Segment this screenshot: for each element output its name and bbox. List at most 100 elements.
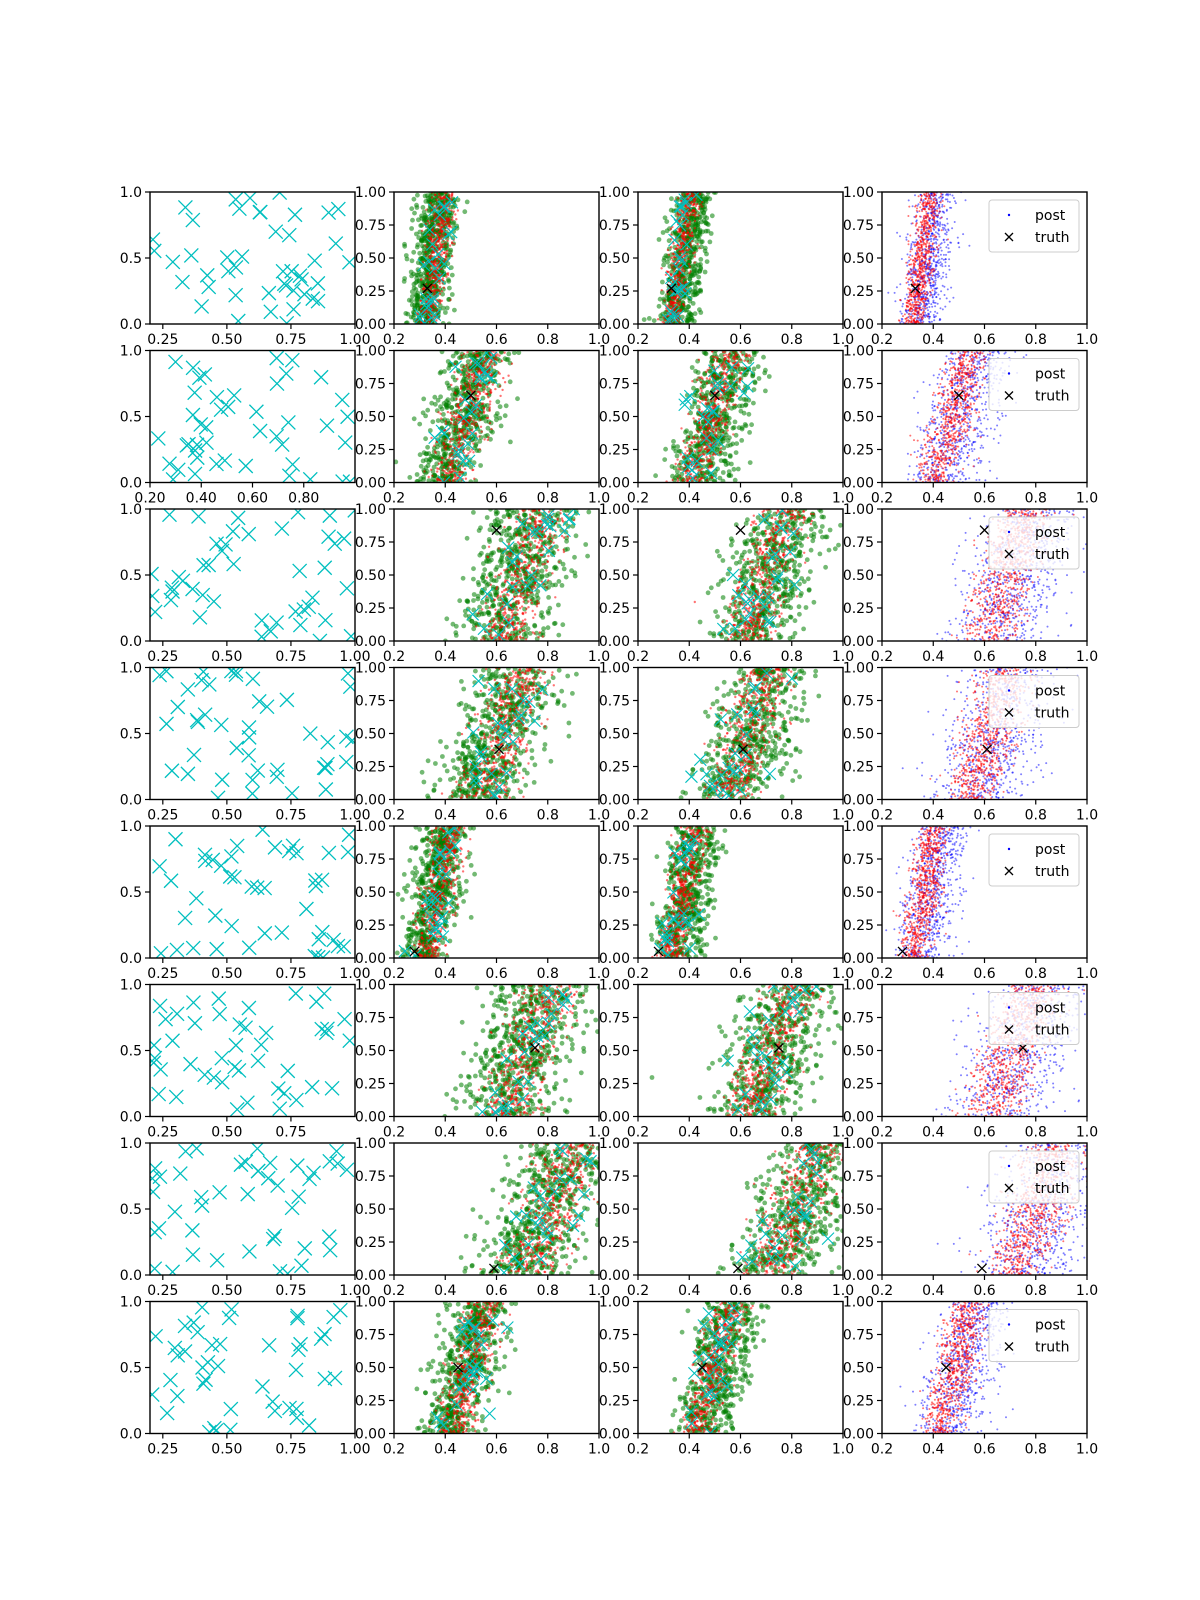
posterior-red-point bbox=[928, 255, 931, 258]
posterior-red-point bbox=[922, 234, 925, 237]
posterior-green-point bbox=[704, 196, 709, 202]
posterior-red-point bbox=[919, 266, 922, 269]
posterior-red-point bbox=[693, 255, 696, 258]
posterior-red-point bbox=[449, 298, 452, 302]
posterior-green-point bbox=[450, 353, 456, 359]
posterior-red-point bbox=[911, 303, 914, 306]
posterior-red-point bbox=[446, 252, 449, 256]
posterior-blue-point bbox=[944, 265, 947, 267]
posterior-red-point bbox=[920, 258, 923, 261]
posterior-red-point bbox=[918, 313, 921, 316]
x-tick-label: 0.6 bbox=[973, 332, 995, 348]
posterior-green-point bbox=[709, 213, 715, 219]
posterior-red-point bbox=[469, 359, 472, 362]
posterior-red-point bbox=[494, 357, 497, 361]
sample-marker bbox=[458, 393, 472, 407]
posterior-green-point bbox=[727, 454, 733, 459]
posterior-red-point bbox=[435, 257, 438, 260]
posterior-red-point bbox=[926, 274, 929, 277]
posterior-red-point bbox=[922, 285, 925, 288]
posterior-blue-point bbox=[910, 246, 913, 249]
posterior-red-point bbox=[925, 210, 928, 213]
posterior-red-point bbox=[931, 212, 934, 215]
posterior-red-point bbox=[501, 388, 504, 392]
posterior-red-point bbox=[920, 275, 923, 278]
posterior-red-point bbox=[924, 268, 927, 271]
posterior-red-point bbox=[691, 234, 694, 237]
posterior-red-point bbox=[665, 309, 668, 312]
posterior-red-point bbox=[915, 254, 918, 257]
posterior-red-point bbox=[447, 220, 450, 223]
posterior-red-point bbox=[681, 276, 684, 280]
posterior-red-point bbox=[911, 248, 914, 251]
posterior-green-point bbox=[422, 213, 428, 218]
posterior-red-point bbox=[430, 468, 433, 471]
posterior-green-point bbox=[439, 406, 445, 412]
posterior-red-point bbox=[476, 390, 479, 393]
posterior-red-point bbox=[441, 473, 444, 477]
posterior-red-point bbox=[698, 247, 701, 250]
posterior-green-point bbox=[698, 257, 704, 262]
posterior-red-point bbox=[926, 201, 929, 204]
posterior-red-point bbox=[931, 289, 934, 292]
posterior-red-point bbox=[448, 456, 451, 459]
posterior-red-point bbox=[678, 303, 681, 306]
posterior-green-point bbox=[408, 269, 414, 275]
posterior-red-point bbox=[440, 233, 443, 236]
posterior-red-point bbox=[437, 411, 440, 414]
sample-marker bbox=[280, 415, 296, 430]
posterior-red-point bbox=[454, 412, 458, 415]
posterior-blue-point bbox=[943, 241, 946, 244]
posterior-red-point bbox=[437, 288, 440, 292]
posterior-green-point bbox=[682, 307, 688, 313]
posterior-red-point bbox=[452, 411, 455, 414]
posterior-red-point bbox=[688, 265, 692, 268]
sample-marker bbox=[292, 268, 308, 284]
posterior-blue-point bbox=[940, 242, 943, 245]
posterior-green-point bbox=[664, 219, 670, 225]
posterior-blue-point bbox=[900, 320, 903, 323]
posterior-red-point bbox=[922, 204, 925, 207]
posterior-red-point bbox=[915, 232, 918, 235]
posterior-red-point bbox=[917, 255, 920, 258]
posterior-red-point bbox=[912, 267, 915, 270]
posterior-green-point bbox=[468, 464, 474, 470]
posterior-red-point bbox=[913, 313, 916, 316]
posterior-red-point bbox=[921, 283, 924, 286]
posterior-red-point bbox=[928, 208, 931, 211]
posterior-red-point bbox=[681, 193, 684, 196]
posterior-red-point bbox=[664, 273, 668, 276]
posterior-red-point bbox=[904, 317, 907, 320]
posterior-red-point bbox=[460, 354, 463, 357]
x-tick-label: 0.4 bbox=[434, 332, 456, 348]
posterior-red-point bbox=[454, 428, 457, 431]
posterior-blue-point bbox=[937, 262, 940, 265]
posterior-red-point bbox=[926, 262, 929, 265]
posterior-red-point bbox=[924, 214, 927, 217]
posterior-red-point bbox=[670, 296, 673, 299]
posterior-blue-point bbox=[937, 233, 940, 236]
posterior-red-point bbox=[448, 244, 452, 247]
posterior-red-point bbox=[918, 226, 921, 229]
posterior-blue-point bbox=[934, 281, 937, 284]
posterior-red-point bbox=[928, 202, 931, 205]
posterior-red-point bbox=[931, 204, 934, 207]
posterior-red-point bbox=[451, 218, 454, 222]
posterior-red-point bbox=[663, 299, 666, 302]
posterior-red-point bbox=[678, 239, 681, 242]
posterior-red-point bbox=[464, 477, 468, 480]
legend-truth-marker bbox=[1004, 232, 1014, 242]
posterior-red-point bbox=[440, 456, 443, 459]
posterior-red-point bbox=[425, 254, 428, 257]
posterior-red-point bbox=[693, 227, 697, 230]
posterior-red-point bbox=[912, 270, 915, 273]
posterior-blue-point bbox=[948, 265, 950, 267]
posterior-blue-point bbox=[930, 240, 933, 243]
posterior-red-point bbox=[928, 251, 931, 254]
posterior-red-point bbox=[462, 352, 466, 356]
posterior-green-point bbox=[433, 401, 438, 407]
posterior-blue-point bbox=[917, 203, 920, 206]
posterior-green-point bbox=[663, 446, 668, 452]
posterior-green-point bbox=[468, 350, 473, 355]
sample-marker bbox=[213, 402, 229, 418]
